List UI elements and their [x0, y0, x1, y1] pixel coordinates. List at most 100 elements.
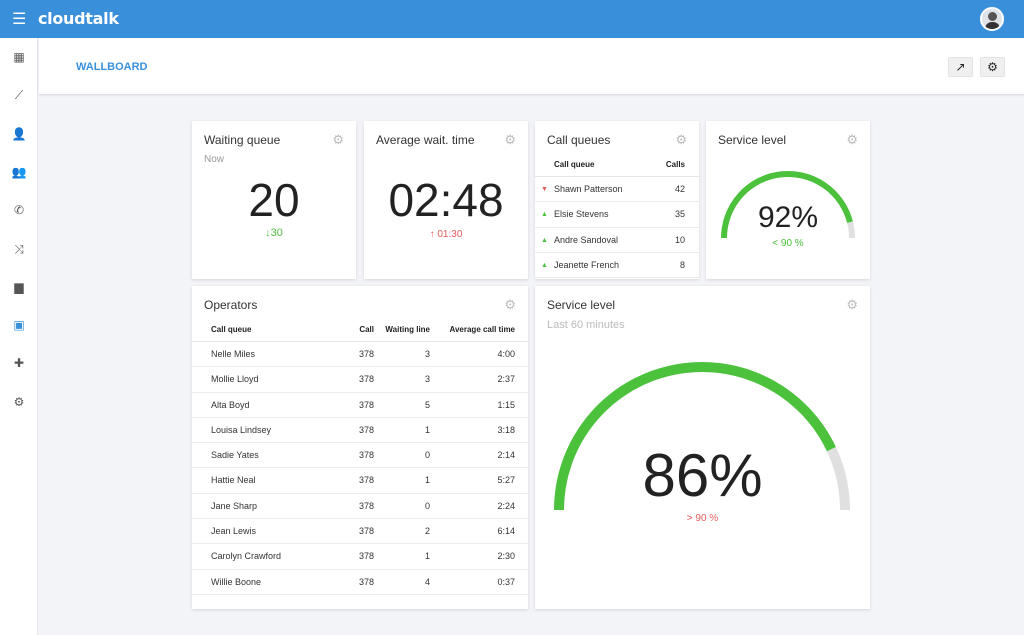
- sidebar-item-shuffle[interactable]: ⤨: [0, 242, 38, 262]
- table-row[interactable]: Alta Boyd 378 5 1:15: [192, 393, 528, 418]
- table-row[interactable]: ▲ Elsie Stevens 35: [535, 202, 699, 228]
- sidebar-item-dashboard[interactable]: ▦: [0, 50, 38, 70]
- sidebar-item-contacts[interactable]: ▣: [0, 318, 38, 338]
- service-level-large-target: > 90 %: [686, 513, 719, 524]
- table-row[interactable]: Jane Sharp 378 0 2:24: [192, 494, 528, 520]
- service-level-large-gauge-track: [826, 446, 850, 511]
- trend-up-icon: ▲: [541, 261, 548, 269]
- operators-card: Operators ⚙ Call queue Call Waiting line…: [192, 286, 528, 609]
- waiting-line: 1: [424, 424, 430, 435]
- gear-icon[interactable]: ⚙: [846, 132, 858, 147]
- call-count: 378: [358, 424, 374, 435]
- gear-icon[interactable]: ⚙: [332, 132, 344, 147]
- call-count: 378: [358, 349, 374, 359]
- column-header-call-queue: Call queue: [554, 160, 595, 169]
- service-level-gauge-fill: [721, 171, 853, 239]
- table-row[interactable]: Louisa Lindsey 378 1 3:18: [192, 418, 528, 444]
- column-header-call: Call: [359, 325, 374, 334]
- operator-name: Jane Sharp: [211, 500, 258, 511]
- column-header-waiting-line: Waiting line: [385, 325, 430, 334]
- average-call-time: 2:14: [497, 450, 515, 461]
- queue-name: Elsie Stevens: [554, 209, 609, 220]
- waiting-line: 3: [424, 374, 430, 385]
- queue-calls: 42: [674, 184, 685, 194]
- operator-name: Carolyn Crawford: [211, 551, 282, 562]
- average-call-time: 6:14: [497, 526, 515, 537]
- chat-icon: ▆: [14, 279, 24, 294]
- average-call-time: 3:18: [497, 424, 515, 435]
- sidebar-item-chat[interactable]: ▆: [0, 280, 38, 300]
- waiting-queue-card: Waiting queue ⚙ Now 20 ↓30: [192, 121, 356, 279]
- table-row[interactable]: ▼ Shawn Patterson 42: [535, 177, 699, 203]
- call-count: 378: [358, 526, 374, 537]
- table-row[interactable]: Willie Boone 378 4 0:37: [192, 570, 528, 595]
- service-level-card: Service level ⚙ 92% < 90 %: [706, 121, 870, 279]
- average-call-time: 5:27: [497, 475, 515, 486]
- person-icon: 👤: [11, 126, 27, 141]
- gear-icon[interactable]: ⚙: [846, 297, 858, 312]
- queue-name: Andre Sandoval: [554, 234, 619, 245]
- avatar[interactable]: [980, 7, 1004, 31]
- sidebar-item-puzzle[interactable]: ✚: [0, 356, 38, 376]
- table-row[interactable]: Nelle Miles 378 3 4:00: [192, 342, 528, 368]
- card-title: Service level: [547, 298, 616, 312]
- operator-name: Mollie Lloyd: [211, 374, 259, 385]
- trend-up-icon: ▲: [541, 236, 548, 244]
- call-count: 378: [358, 475, 374, 486]
- sidebar: ▦ ⟋ 👤 👥 ✆ ⤨ ▆ ▣ ✚ ⚙: [0, 38, 38, 635]
- expand-icon: ↗: [955, 60, 966, 74]
- table-row[interactable]: ▲ Andre Sandoval 10: [535, 228, 699, 253]
- queue-calls: 10: [674, 234, 685, 245]
- table-header: Call queue Call Waiting line Average cal…: [192, 318, 528, 342]
- top-bar: ☰ cloudtalk: [0, 0, 1024, 38]
- table-row[interactable]: Hattie Neal 378 1 5:27: [192, 468, 528, 494]
- operator-name: Hattie Neal: [211, 475, 256, 486]
- service-level-gauge-track: [847, 221, 855, 239]
- waiting-queue-delta: ↓30: [265, 227, 283, 239]
- average-wait-card: Average wait. time ⚙ 02:48 ↑ 01:30: [364, 121, 528, 279]
- column-header-calls: Calls: [665, 160, 685, 169]
- sidebar-item-trending[interactable]: ⟋: [0, 88, 38, 108]
- call-queues-card: Call queues ⚙ Call queue Calls ▼ Shawn P…: [535, 121, 699, 279]
- waiting-queue-value: 20: [248, 174, 300, 226]
- expand-button[interactable]: ↗: [948, 57, 973, 77]
- table-row[interactable]: Jean Lewis 378 2 6:14: [192, 519, 528, 545]
- operator-name: Willie Boone: [211, 576, 262, 587]
- call-count: 378: [358, 551, 374, 562]
- card-subtitle: Last 60 minutes: [547, 319, 625, 331]
- service-level-value: 92%: [757, 201, 819, 234]
- card-title: Service level: [718, 133, 787, 147]
- trending-icon: ⟋: [14, 88, 24, 103]
- page-title: WALLBOARD: [76, 61, 148, 73]
- gear-icon[interactable]: ⚙: [504, 297, 516, 312]
- sidebar-item-phone[interactable]: ✆: [0, 203, 38, 223]
- sidebar-item-settings[interactable]: ⚙: [0, 395, 38, 415]
- gear-icon: ⚙: [987, 60, 998, 74]
- sidebar-item-person[interactable]: 👤: [0, 127, 38, 147]
- gear-icon[interactable]: ⚙: [675, 132, 687, 147]
- operator-name: Alta Boyd: [211, 399, 250, 410]
- gear-icon[interactable]: ⚙: [504, 132, 516, 147]
- table-row[interactable]: Carolyn Crawford 378 1 2:30: [192, 544, 528, 570]
- sidebar-item-group[interactable]: 👥: [0, 165, 38, 185]
- table-row[interactable]: Mollie Lloyd 378 3 2:37: [192, 367, 528, 393]
- service-level-large-card: Service level ⚙ Last 60 minutes 86% > 90…: [535, 286, 870, 609]
- settings-button[interactable]: ⚙: [980, 57, 1005, 77]
- service-level-large-value: 86%: [642, 442, 763, 509]
- table-row[interactable]: Sadie Yates 378 0 2:14: [192, 443, 528, 469]
- trend-up-icon: ▲: [541, 211, 548, 219]
- shuffle-icon: ⤨: [14, 241, 24, 256]
- table-header: Call queue Calls: [535, 153, 699, 177]
- operator-name: Louisa Lindsey: [211, 424, 272, 435]
- operator-name: Nelle Miles: [211, 349, 256, 359]
- operator-name: Sadie Yates: [211, 450, 259, 461]
- hamburger-icon[interactable]: ☰: [12, 11, 27, 28]
- card-title: Call queues: [547, 133, 611, 147]
- table-row[interactable]: ▲ Jeanette French 8: [535, 253, 699, 279]
- average-call-time: 0:37: [497, 576, 515, 587]
- group-icon: 👥: [11, 164, 27, 179]
- call-count: 378: [358, 450, 374, 461]
- average-wait-value: 02:48: [388, 174, 504, 226]
- card-title: Average wait. time: [376, 133, 475, 147]
- operators-table: Call queue Call Waiting line Average cal…: [192, 318, 528, 595]
